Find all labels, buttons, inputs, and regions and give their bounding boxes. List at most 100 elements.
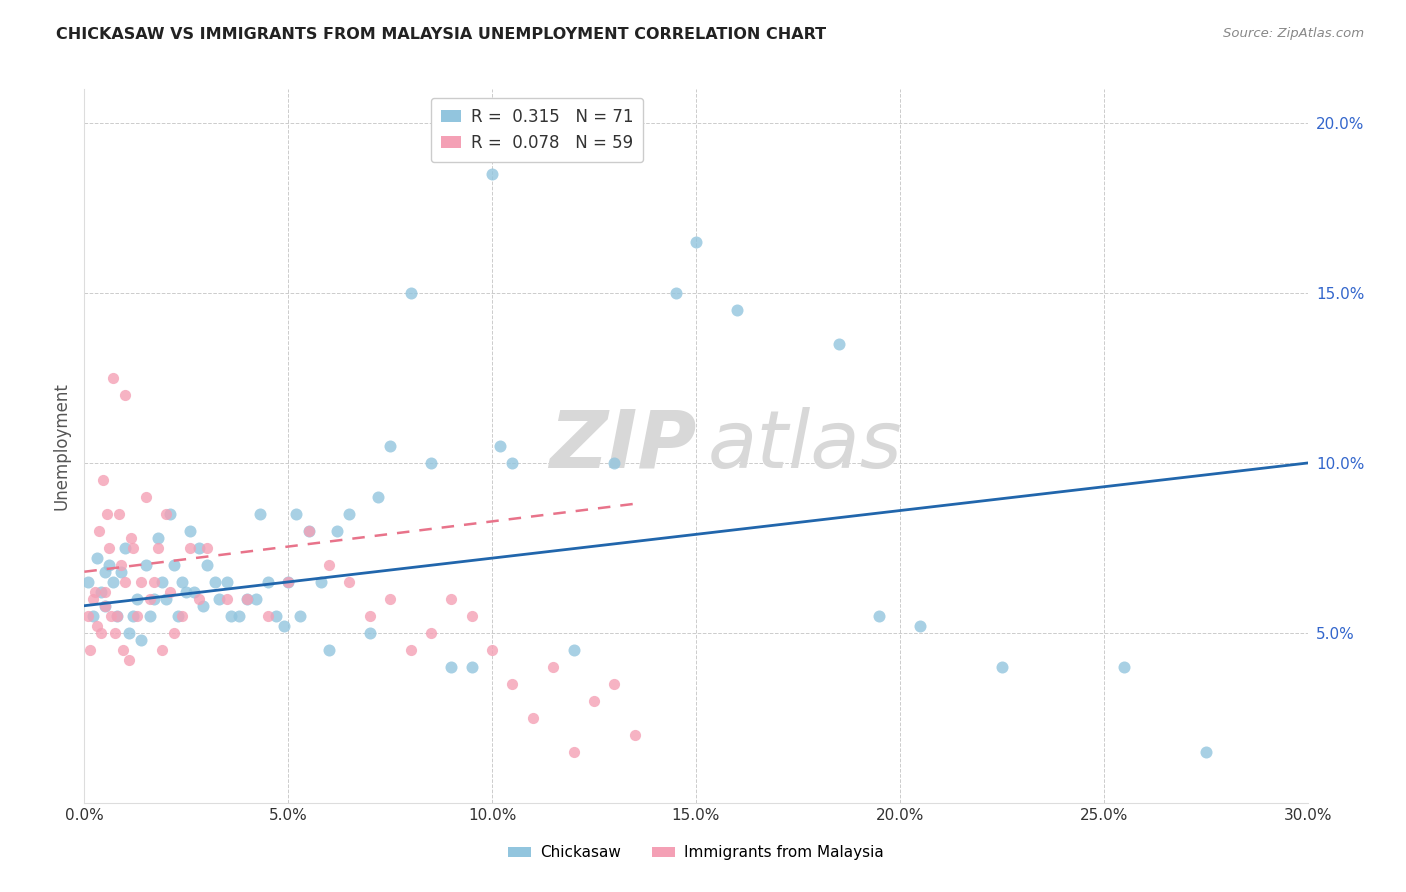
Point: [135, 490, 157, 504]
Point: [108, 507, 131, 521]
Point: [86, 619, 108, 633]
Point: [105, 608, 128, 623]
Point: [326, 524, 349, 538]
Point: [138, 591, 160, 606]
Point: [603, 677, 626, 691]
Point: [685, 235, 707, 249]
Point: [172, 608, 194, 623]
Point: [127, 591, 149, 606]
Point: [167, 608, 190, 623]
Point: [135, 558, 157, 572]
Point: [461, 608, 484, 623]
Point: [204, 574, 226, 589]
Point: [309, 574, 332, 589]
Point: [101, 574, 124, 589]
Point: [1114, 660, 1136, 674]
Point: [380, 439, 402, 453]
Point: [150, 574, 173, 589]
Point: [228, 608, 250, 623]
Point: [298, 524, 321, 538]
Point: [163, 558, 186, 572]
Point: [86, 551, 108, 566]
Point: [725, 303, 748, 318]
Point: [264, 608, 287, 623]
Point: [603, 456, 626, 470]
Point: [359, 626, 381, 640]
Point: [624, 728, 647, 742]
Point: [501, 677, 523, 691]
Point: [277, 574, 299, 589]
Point: [236, 591, 259, 606]
Text: Source: ZipAtlas.com: Source: ZipAtlas.com: [1223, 27, 1364, 40]
Point: [869, 608, 891, 623]
Point: [83, 585, 105, 599]
Point: [105, 608, 128, 623]
Point: [318, 558, 340, 572]
Point: [187, 591, 209, 606]
Point: [582, 694, 605, 708]
Point: [131, 632, 153, 647]
Point: [93, 585, 115, 599]
Point: [664, 286, 686, 301]
Point: [142, 591, 165, 606]
Point: [90, 585, 112, 599]
Point: [77, 608, 100, 623]
Point: [339, 507, 360, 521]
Point: [131, 574, 153, 589]
Text: ZIP: ZIP: [548, 407, 696, 485]
Point: [420, 456, 443, 470]
Point: [562, 745, 585, 759]
Point: [146, 541, 169, 555]
Text: CHICKASAW VS IMMIGRANTS FROM MALAYSIA UNEMPLOYMENT CORRELATION CHART: CHICKASAW VS IMMIGRANTS FROM MALAYSIA UN…: [56, 27, 827, 42]
Point: [155, 507, 177, 521]
Point: [481, 167, 503, 181]
Point: [122, 608, 145, 623]
Point: [543, 660, 565, 674]
Point: [481, 643, 503, 657]
Y-axis label: Unemployment: Unemployment: [52, 382, 70, 510]
Point: [191, 599, 214, 613]
Point: [87, 524, 110, 538]
Point: [82, 608, 104, 623]
Point: [142, 574, 165, 589]
Point: [146, 531, 169, 545]
Point: [440, 591, 463, 606]
Point: [120, 531, 142, 545]
Point: [908, 619, 931, 633]
Point: [97, 558, 120, 572]
Point: [110, 558, 132, 572]
Point: [195, 541, 218, 555]
Point: [82, 591, 104, 606]
Point: [172, 574, 194, 589]
Point: [219, 608, 242, 623]
Point: [114, 388, 136, 402]
Point: [93, 565, 115, 579]
Point: [150, 643, 173, 657]
Point: [183, 585, 205, 599]
Point: [91, 473, 114, 487]
Point: [174, 585, 197, 599]
Point: [114, 541, 136, 555]
Point: [236, 591, 259, 606]
Point: [118, 626, 141, 640]
Point: [273, 619, 295, 633]
Point: [104, 626, 127, 640]
Point: [501, 456, 523, 470]
Point: [93, 599, 115, 613]
Point: [245, 591, 267, 606]
Point: [97, 541, 120, 555]
Point: [249, 507, 271, 521]
Text: atlas: atlas: [709, 407, 903, 485]
Point: [489, 439, 512, 453]
Point: [277, 574, 299, 589]
Point: [159, 507, 181, 521]
Point: [100, 608, 122, 623]
Point: [318, 643, 340, 657]
Point: [96, 507, 118, 521]
Point: [290, 608, 312, 623]
Point: [217, 574, 239, 589]
Point: [420, 626, 443, 640]
Point: [110, 565, 132, 579]
Point: [562, 643, 585, 657]
Point: [1195, 745, 1218, 759]
